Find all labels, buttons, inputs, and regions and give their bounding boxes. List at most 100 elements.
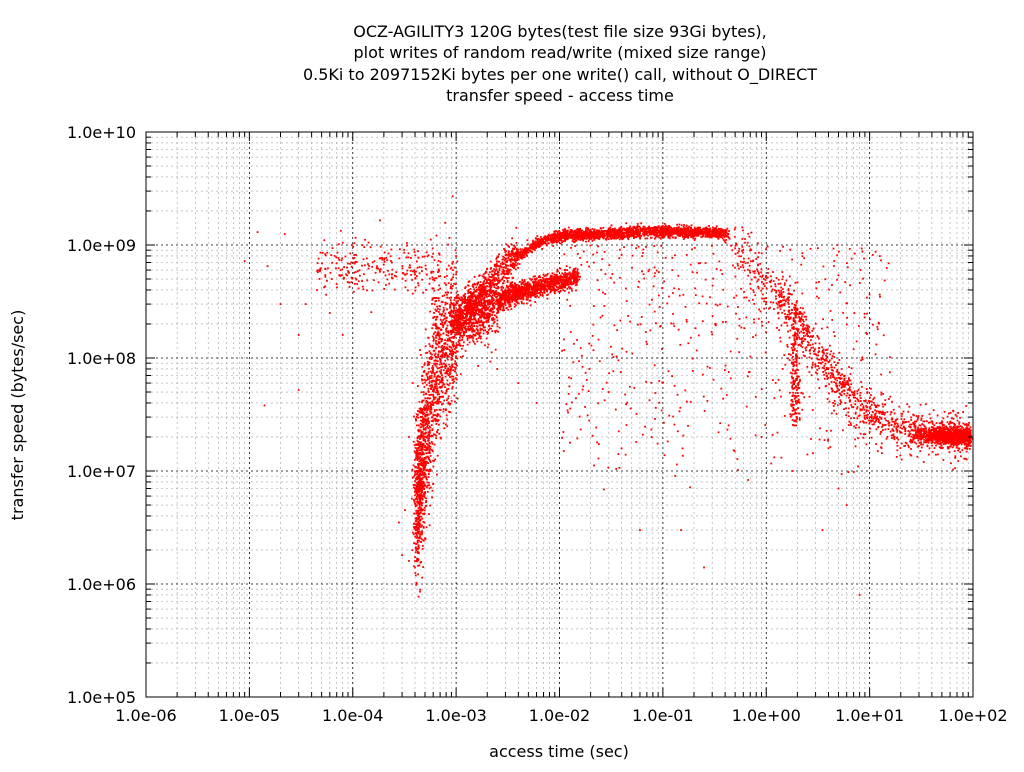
data-point bbox=[508, 255, 510, 257]
data-point bbox=[436, 432, 438, 434]
data-point bbox=[460, 308, 462, 310]
data-point bbox=[414, 572, 416, 574]
data-point bbox=[435, 337, 437, 339]
data-point bbox=[424, 457, 426, 459]
data-point bbox=[419, 499, 421, 501]
data-point bbox=[464, 293, 466, 295]
data-point bbox=[483, 273, 485, 275]
data-point bbox=[506, 285, 508, 287]
data-point bbox=[465, 331, 467, 333]
data-point bbox=[440, 359, 442, 361]
data-point bbox=[455, 352, 457, 354]
data-point bbox=[448, 364, 450, 366]
data-point bbox=[454, 327, 456, 329]
data-point bbox=[427, 446, 429, 448]
data-point bbox=[430, 413, 432, 415]
data-point bbox=[476, 291, 478, 293]
data-point bbox=[424, 449, 426, 451]
data-point bbox=[512, 285, 514, 287]
data-point bbox=[420, 420, 422, 422]
data-point bbox=[433, 363, 435, 365]
data-point bbox=[455, 355, 457, 357]
data-point bbox=[434, 386, 436, 388]
data-point bbox=[570, 280, 572, 282]
data-point bbox=[570, 278, 572, 280]
data-point bbox=[462, 299, 464, 301]
data-point bbox=[498, 277, 500, 279]
data-point bbox=[426, 526, 428, 528]
data-point bbox=[415, 453, 417, 455]
data-point bbox=[429, 350, 431, 352]
data-point bbox=[430, 403, 432, 405]
data-point bbox=[550, 275, 552, 277]
data-point bbox=[454, 336, 456, 338]
data-point bbox=[438, 305, 440, 307]
data-point bbox=[428, 343, 430, 345]
data-point bbox=[480, 338, 482, 340]
data-point bbox=[443, 369, 445, 371]
data-point bbox=[434, 324, 436, 326]
data-point bbox=[474, 276, 476, 278]
data-point bbox=[514, 294, 516, 296]
data-point bbox=[444, 313, 446, 315]
data-point bbox=[415, 532, 417, 534]
data-point bbox=[555, 282, 557, 284]
data-point bbox=[424, 496, 426, 498]
data-point bbox=[416, 443, 418, 445]
data-point bbox=[428, 473, 430, 475]
data-point bbox=[547, 294, 549, 296]
data-point bbox=[418, 509, 420, 511]
data-point bbox=[538, 279, 540, 281]
data-point bbox=[423, 453, 425, 455]
data-point bbox=[450, 292, 452, 294]
data-point bbox=[526, 296, 528, 298]
data-point bbox=[486, 338, 488, 340]
data-point bbox=[467, 326, 469, 328]
data-point bbox=[531, 288, 533, 290]
data-point bbox=[728, 230, 730, 232]
data-point bbox=[426, 411, 428, 413]
data-point bbox=[465, 286, 467, 288]
data-point bbox=[514, 258, 516, 260]
data-point bbox=[443, 422, 445, 424]
data-point bbox=[566, 265, 568, 267]
data-point bbox=[416, 482, 418, 484]
data-point bbox=[444, 276, 446, 278]
data-point bbox=[451, 350, 453, 352]
data-point bbox=[418, 435, 420, 437]
data-point bbox=[445, 304, 447, 306]
data-point bbox=[424, 386, 426, 388]
data-point bbox=[455, 329, 457, 331]
data-point bbox=[420, 426, 422, 428]
data-point bbox=[553, 278, 555, 280]
data-point bbox=[542, 277, 544, 279]
data-point bbox=[435, 325, 437, 327]
data-point bbox=[575, 278, 577, 280]
data-point bbox=[434, 402, 436, 404]
data-point bbox=[452, 269, 454, 271]
data-point bbox=[434, 278, 436, 280]
data-point bbox=[412, 477, 414, 479]
data-point bbox=[442, 382, 444, 384]
data-point bbox=[562, 277, 564, 279]
data-point bbox=[484, 344, 486, 346]
data-point bbox=[426, 423, 428, 425]
data-point bbox=[498, 294, 500, 296]
data-point bbox=[491, 351, 493, 353]
data-point bbox=[430, 388, 432, 390]
data-point bbox=[571, 282, 573, 284]
data-point bbox=[442, 366, 444, 368]
data-point bbox=[462, 337, 464, 339]
data-point bbox=[521, 282, 523, 284]
data-point bbox=[543, 290, 545, 292]
data-point bbox=[442, 322, 444, 324]
data-point bbox=[440, 319, 442, 321]
data-point bbox=[422, 545, 424, 547]
data-point bbox=[488, 290, 490, 292]
data-point bbox=[437, 360, 439, 362]
data-point bbox=[420, 429, 422, 431]
data-point bbox=[515, 227, 517, 229]
data-point bbox=[446, 389, 448, 391]
data-point bbox=[434, 444, 436, 446]
data-point bbox=[446, 268, 448, 270]
